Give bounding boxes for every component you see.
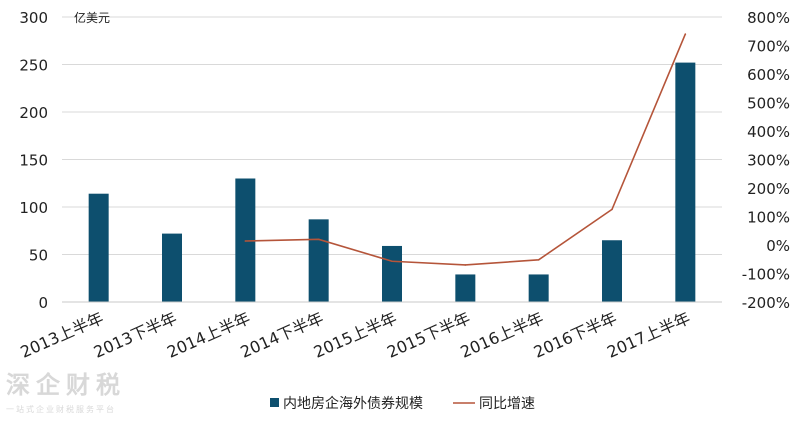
x-tick-label: 2017上半年 [604, 308, 693, 361]
line-series [244, 33, 687, 266]
x-tick-label: 2015上半年 [311, 308, 400, 361]
x-axis-labels: 2013上半年2013下半年2014上半年2014下半年2015上半年2015下… [18, 308, 693, 361]
left-tick-label: 50 [29, 247, 48, 265]
unit-label: 亿美元 [74, 10, 110, 25]
watermark-main: 深企财税 [6, 370, 126, 399]
left-tick-label: 200 [19, 104, 48, 122]
bar [602, 240, 622, 302]
right-tick-label: 700% [747, 38, 790, 56]
x-tick-label: 2014下半年 [238, 308, 327, 361]
bar-series [88, 62, 696, 302]
right-tick-label: 200% [747, 180, 790, 198]
right-tick-label: -200% [742, 294, 790, 312]
legend: 内地房企海外债券规模 同比增速 [270, 395, 535, 412]
legend-label-line: 同比增速 [479, 396, 535, 412]
x-tick-label: 2016下半年 [531, 308, 620, 361]
left-tick-label: 0 [38, 294, 48, 312]
left-tick-label: 250 [19, 57, 48, 75]
right-tick-label: 400% [747, 123, 790, 141]
right-tick-label: -100% [742, 266, 790, 284]
bar [675, 62, 696, 302]
legend-label-bar: 内地房企海外债券规模 [283, 395, 423, 412]
watermark-sub: 一站式企业财税服务平台 [6, 404, 116, 414]
bar [162, 233, 182, 302]
x-tick-label: 2014上半年 [164, 308, 253, 361]
left-axis: 0 50 100 150 200 250 300 [19, 9, 48, 312]
bar [528, 274, 549, 302]
left-tick-label: 150 [19, 152, 48, 170]
x-tick-label: 2013下半年 [91, 308, 180, 361]
right-tick-label: 300% [747, 152, 790, 170]
line-point [391, 260, 393, 263]
bar [88, 193, 109, 302]
line-point [464, 264, 467, 266]
line-point [317, 238, 320, 241]
x-tick-label: 2013上半年 [18, 308, 107, 361]
line-point [611, 208, 613, 211]
bar [455, 274, 476, 302]
bar [382, 245, 402, 302]
line-point [244, 240, 247, 242]
right-tick-label: 100% [747, 209, 790, 227]
line-point [684, 33, 687, 35]
left-tick-label: 100 [19, 199, 48, 217]
x-tick-label: 2016上半年 [458, 308, 547, 361]
right-tick-label: 800% [747, 9, 790, 27]
right-tick-label: 600% [747, 66, 790, 84]
right-tick-label: 500% [747, 95, 790, 113]
x-tick-label: 2015下半年 [384, 308, 473, 361]
legend-swatch-bar [270, 398, 279, 407]
line-point [537, 259, 540, 261]
bar [308, 219, 329, 302]
gridlines [62, 16, 722, 255]
right-axis: -200% -100% 0% 100% 200% 300% 400% 500% 600% 700%… [742, 9, 790, 312]
right-tick-label: 0% [766, 237, 790, 255]
watermark: 深企财税 一站式企业财税服务平台 [6, 370, 126, 414]
left-tick-label: 300 [19, 9, 48, 27]
